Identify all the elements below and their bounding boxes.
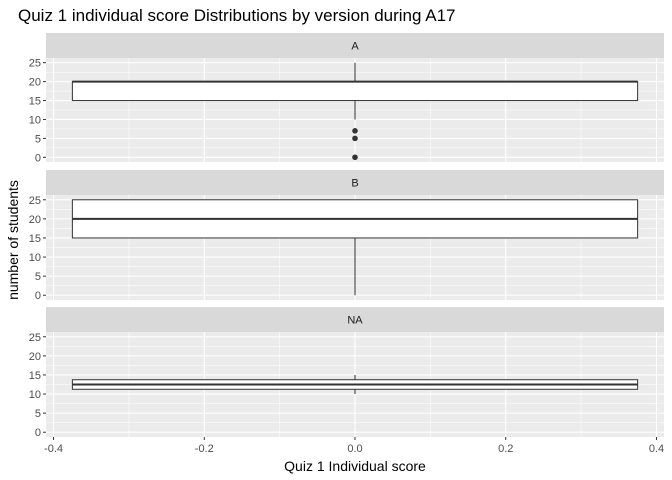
y-tick-label: 10 (29, 252, 41, 264)
y-tick-label: 25 (29, 58, 41, 70)
outlier-point (352, 128, 358, 134)
y-tick-label: 0 (35, 290, 41, 302)
y-tick-label: 25 (29, 332, 41, 344)
y-tick-label: 5 (35, 133, 41, 145)
outlier-point (352, 135, 358, 142)
x-tick-label: -0.2 (195, 443, 214, 455)
x-axis-title: Quiz 1 Individual score (284, 458, 426, 474)
y-tick-label: 15 (29, 233, 41, 245)
facet-strip-label: NA (347, 315, 363, 327)
box (71, 81, 639, 102)
y-tick-label: 20 (29, 77, 41, 89)
facet-a: A 0 5 10 15 20 25 (29, 33, 664, 164)
y-tick-label: 10 (29, 114, 41, 126)
facet-strip-label: B (351, 178, 358, 190)
y-tick-label: 0 (35, 152, 41, 164)
facet-b: B 0 5 10 15 20 25 (29, 170, 664, 302)
y-tick-label: 20 (29, 214, 41, 226)
facet-strip (46, 33, 664, 58)
y-tick-label: 10 (29, 389, 41, 401)
y-tick-label: 15 (29, 370, 41, 382)
x-tick-label: 0.4 (649, 443, 664, 455)
y-tick-label: 5 (35, 271, 41, 283)
y-tick-label: 15 (29, 96, 41, 108)
chart-title: Quiz 1 individual score Distributions by… (18, 6, 456, 25)
outlier-point (352, 154, 358, 161)
x-axis: -0.4 -0.2 0.0 0.2 0.4 (44, 437, 664, 455)
y-tick-label: 25 (29, 195, 41, 207)
facet-strip (46, 307, 664, 332)
y-tick-label: 5 (35, 408, 41, 420)
facet-panels: A 0 5 10 15 20 25 B 0 5 10 15 20 25 NA 0 5 10 15 20 25 (29, 33, 664, 439)
facet-strip (46, 170, 664, 195)
facet-na: NA 0 5 10 15 20 25 (29, 307, 664, 439)
y-tick-label: 20 (29, 351, 41, 363)
y-tick-label: 0 (35, 427, 41, 439)
facet-strip-label: A (351, 41, 359, 53)
x-tick-label: 0.0 (347, 443, 362, 455)
y-axis-title: number of students (5, 180, 21, 300)
x-tick-label: 0.2 (498, 443, 513, 455)
x-tick-label: -0.4 (44, 443, 63, 455)
